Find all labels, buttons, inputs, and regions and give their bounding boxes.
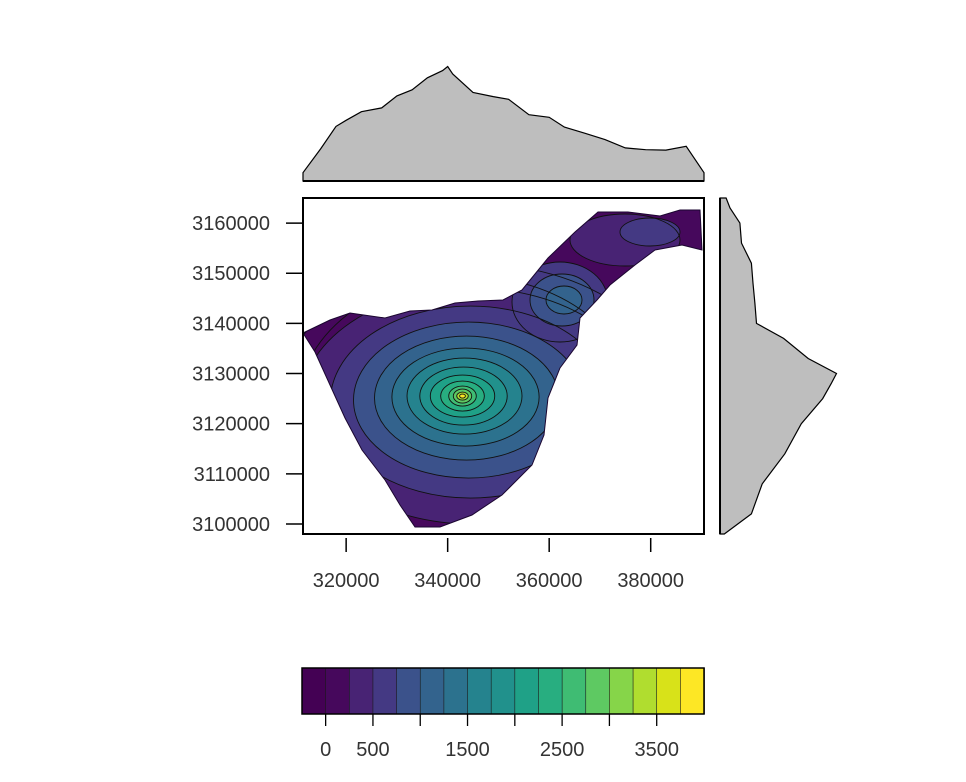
elevation-band	[459, 394, 466, 399]
colorbar-swatch	[419, 667, 445, 715]
contour-line	[452, 388, 473, 404]
marginal-x-density	[302, 65, 705, 182]
y-tick-label: 3120000	[192, 414, 270, 436]
colorbar-swatch	[325, 667, 351, 715]
x-tick-label: 340000	[414, 570, 481, 592]
elevation-band	[620, 218, 680, 246]
y-tick-label: 3100000	[192, 514, 270, 536]
contour-line	[448, 385, 477, 407]
colorbar-swatch	[538, 667, 563, 715]
plot-frame	[302, 197, 705, 535]
colorbar-swatch	[561, 667, 587, 715]
x-tick-label: 360000	[516, 570, 583, 592]
colorbar-swatch	[490, 667, 516, 715]
x-tick-label: 320000	[313, 570, 380, 592]
elevation-map	[302, 197, 705, 535]
colorbar-swatch	[585, 667, 611, 715]
contour-line	[419, 366, 508, 426]
colorbar-tick-label: 500	[356, 739, 389, 761]
contour-line	[529, 273, 595, 327]
colorbar-swatch	[632, 667, 658, 715]
marginal-y-area	[719, 197, 838, 535]
island-outline	[302, 209, 703, 528]
contour-line	[406, 357, 523, 435]
colorbar-swatch	[348, 667, 374, 715]
colorbar-tick-label: 0	[320, 739, 331, 761]
colorbar-swatch	[609, 667, 634, 715]
contour-line	[545, 285, 583, 315]
colorbar-ticks: 0 500 1500 2500 3500	[320, 714, 679, 761]
marginal-y-density	[719, 197, 838, 535]
y-tick-label: 3150000	[192, 263, 270, 285]
y-tick-label: 3140000	[192, 313, 270, 335]
y-tick-label: 3160000	[192, 213, 270, 235]
elevation-band	[546, 286, 582, 314]
contour-line	[459, 393, 466, 399]
contour-line	[391, 347, 540, 447]
contour-line	[429, 374, 496, 418]
marginal-x-area	[302, 65, 705, 182]
x-axis: 320000 340000 360000 380000	[313, 538, 684, 592]
colorbar-swatch	[443, 667, 469, 715]
colorbar-swatch	[656, 667, 682, 715]
contour-line	[440, 380, 485, 412]
colorbar-swatch	[680, 667, 705, 715]
y-tick-label: 3130000	[192, 364, 270, 386]
contour-line	[569, 213, 681, 267]
contour-line	[456, 391, 469, 401]
colorbar-swatch	[301, 667, 327, 715]
colorbar-tick-label: 1500	[445, 739, 490, 761]
colorbar-swatch	[396, 667, 422, 715]
colorbar-legend: 0 500 1500 2500 3500	[301, 667, 705, 761]
y-axis: 3100000 3110000 3120000 3130000 3140000 31500…	[192, 213, 303, 536]
colorbar-swatch	[467, 667, 492, 715]
colorbar-tick-label: 2500	[540, 739, 585, 761]
colorbar-frame	[301, 667, 705, 715]
colorbar-tick-label: 3500	[634, 739, 679, 761]
x-tick-label: 380000	[617, 570, 684, 592]
colorbar-swatch	[372, 667, 398, 715]
contour-line	[619, 217, 681, 247]
island-raster	[303, 210, 702, 527]
y-tick-label: 3110000	[194, 464, 270, 486]
colorbar-swatch	[514, 667, 540, 715]
colorbar-swatches	[301, 667, 705, 715]
